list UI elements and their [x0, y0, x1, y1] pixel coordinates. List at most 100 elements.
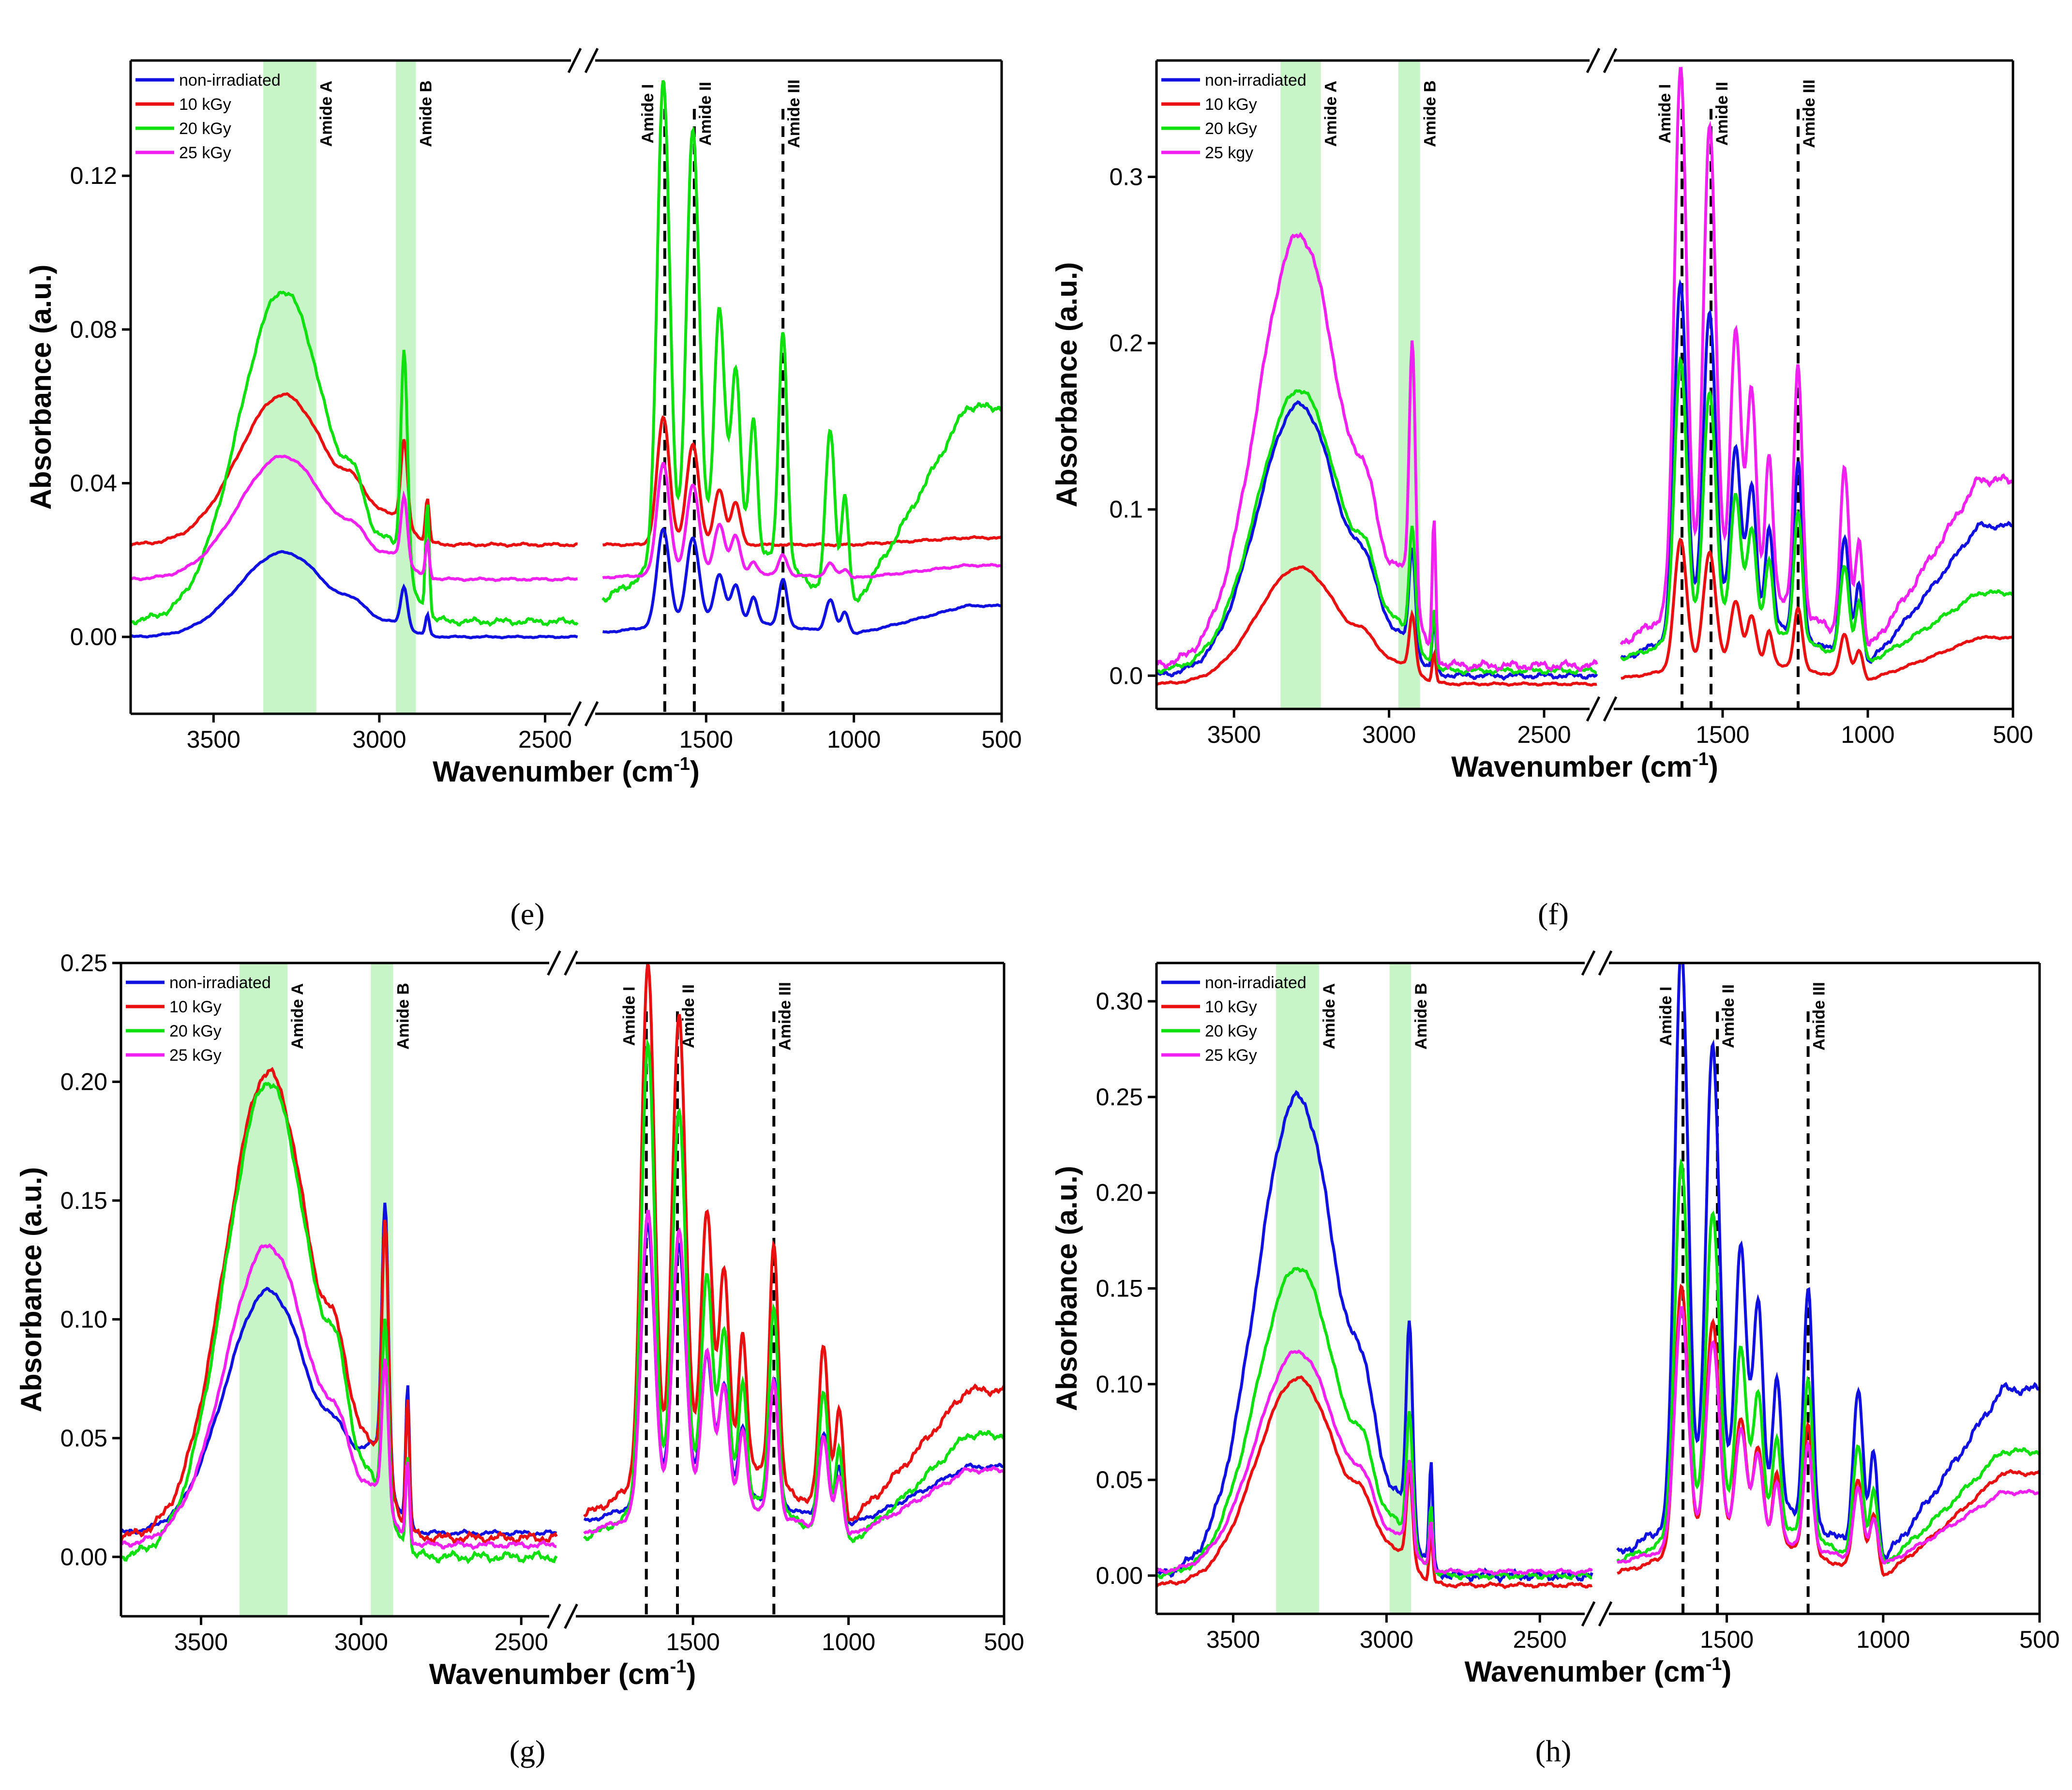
axis-break-mark: [547, 950, 561, 976]
series-line-left: [1156, 1266, 1592, 1581]
x-axis-title-superscript: -1: [1706, 1654, 1722, 1674]
x-tick-label: 2500: [1513, 1626, 1567, 1653]
y-tick-label: 0.00: [1096, 1562, 1143, 1589]
x-tick-label: 500: [1993, 721, 2033, 748]
y-tick-label: 0.04: [70, 470, 117, 497]
x-axis-title: Wavenumber (cm-1): [1465, 1654, 1732, 1688]
y-tick-label: 0.05: [60, 1425, 107, 1452]
legend-label: 10 kGy: [169, 998, 222, 1016]
x-axis-title-close: ): [1722, 1655, 1731, 1688]
y-tick-label: 0.10: [60, 1306, 107, 1333]
axis-break-mark: [1586, 47, 1601, 74]
panel-label: (h): [1535, 1734, 1572, 1768]
series-line-left: [121, 1243, 557, 1550]
series-line-left: [1156, 400, 1598, 681]
amide-line-label: Amide II: [1713, 82, 1731, 146]
panel-label: (f): [1538, 897, 1569, 931]
series-line-right: [602, 462, 1002, 580]
x-tick-label: 3000: [1362, 721, 1416, 748]
legend-label: 10 kGy: [179, 95, 231, 114]
series-line-left: [131, 550, 578, 640]
x-axis-title-superscript: -1: [674, 754, 690, 774]
x-tick-label: 1000: [827, 726, 881, 753]
series-line-left: [1156, 389, 1597, 676]
axis-break-mark: [567, 701, 582, 727]
amide-band-label: Amide B: [394, 983, 413, 1050]
x-tick-label: 1000: [822, 1628, 875, 1655]
y-tick-label: 0.2: [1109, 330, 1143, 357]
panel-label: (e): [510, 897, 544, 931]
amide-line-label: Amide III: [776, 982, 794, 1051]
x-axis-title-close: ): [1709, 751, 1718, 783]
y-axis-title: Absorbance (a.u.): [25, 265, 57, 510]
amide-band-label: Amide B: [1412, 983, 1430, 1050]
axis-break-mark: [1581, 1601, 1596, 1627]
y-tick-label: 0.05: [1096, 1466, 1143, 1493]
x-axis-title-superscript: -1: [670, 1656, 687, 1677]
series-curves: [121, 963, 1004, 1564]
series-line-left: [1156, 1090, 1593, 1584]
x-tick-label: 2500: [495, 1628, 548, 1655]
axis-break-mark: [1598, 950, 1613, 976]
axis-break-mark: [564, 950, 578, 976]
y-tick-label: 0.20: [1096, 1179, 1143, 1206]
x-tick-label: 1500: [666, 1628, 720, 1655]
series-line-right: [583, 1210, 1004, 1536]
axis-break-mark: [1598, 1601, 1613, 1627]
y-tick-label: 0.00: [60, 1543, 107, 1570]
y-tick-label: 0.25: [1096, 1083, 1143, 1111]
series-line-right: [1620, 356, 2013, 662]
amide-line-label: Amide I: [1657, 987, 1675, 1046]
series-line-right: [1616, 963, 2040, 1561]
legend-label: 20 kGy: [169, 1022, 222, 1040]
chart-panel: 0.00 0.04 0.08 0.12 3500 3000 2500 1500 1000 500 W…: [25, 47, 1022, 931]
legend-label: 25 kGy: [169, 1046, 222, 1065]
x-tick-label: 2500: [1517, 721, 1571, 748]
x-tick-label: 3000: [334, 1628, 388, 1655]
y-axis-title: Absorbance (a.u.): [15, 1167, 47, 1413]
x-axis-title-close: ): [690, 755, 700, 788]
amide-line-label: Amide II: [1719, 984, 1738, 1048]
y-tick-label: 0.15: [1096, 1275, 1143, 1302]
legend-label: 20 kGy: [1205, 1022, 1257, 1040]
legend-label: 20 kGy: [1205, 120, 1257, 138]
amide-line-label: Amide I: [1656, 84, 1674, 144]
y-tick-label: 0.25: [60, 949, 107, 977]
series-curves: [131, 80, 1002, 640]
x-axis-title-main: Wavenumber (cm: [1465, 1655, 1706, 1688]
x-tick-label: 3500: [1207, 721, 1261, 748]
y-tick-label: 0.0: [1109, 662, 1143, 689]
legend-label: 25 kGy: [179, 144, 231, 162]
series-line-left: [1156, 1375, 1593, 1590]
series-line-right: [583, 1220, 1004, 1527]
legend-label: 10 kGy: [1205, 95, 1257, 114]
y-tick-label: 0.10: [1096, 1370, 1143, 1398]
legend-label: non-irradiated: [179, 71, 281, 90]
amide-band-label: Amide A: [1322, 81, 1340, 147]
x-tick-label: 500: [2019, 1626, 2059, 1653]
amide-line-label: Amide II: [679, 984, 698, 1048]
axis-break-mark: [564, 1603, 578, 1629]
series-line-right: [1620, 279, 2013, 664]
series-line-right: [1616, 1306, 2040, 1564]
amide-band: [1280, 60, 1321, 709]
legend-label: 25 kgy: [1205, 144, 1253, 162]
x-tick-label: 3500: [187, 726, 240, 753]
amide-band-label: Amide A: [288, 983, 307, 1050]
x-tick-label: 3000: [1360, 1626, 1413, 1653]
legend-label: non-irradiated: [1205, 974, 1306, 992]
x-tick-label: 500: [984, 1628, 1024, 1655]
series-curves: [1156, 67, 2013, 687]
axis-break-mark: [584, 47, 599, 74]
y-tick-label: 0.08: [70, 316, 117, 343]
series-line-left: [1156, 565, 1597, 687]
x-axis-title-main: Wavenumber (cm: [433, 755, 674, 788]
axis-break-mark: [1581, 950, 1596, 976]
x-tick-label: 1000: [1841, 721, 1894, 748]
series-line-left: [131, 454, 578, 582]
series-line-right: [1616, 1158, 2040, 1564]
chart-panel: 0.00 0.05 0.10 0.15 0.20 0.25 0.30 3500 3000 2500…: [1051, 950, 2060, 1768]
axis-break-mark: [1603, 47, 1618, 74]
x-tick-label: 500: [981, 726, 1021, 753]
